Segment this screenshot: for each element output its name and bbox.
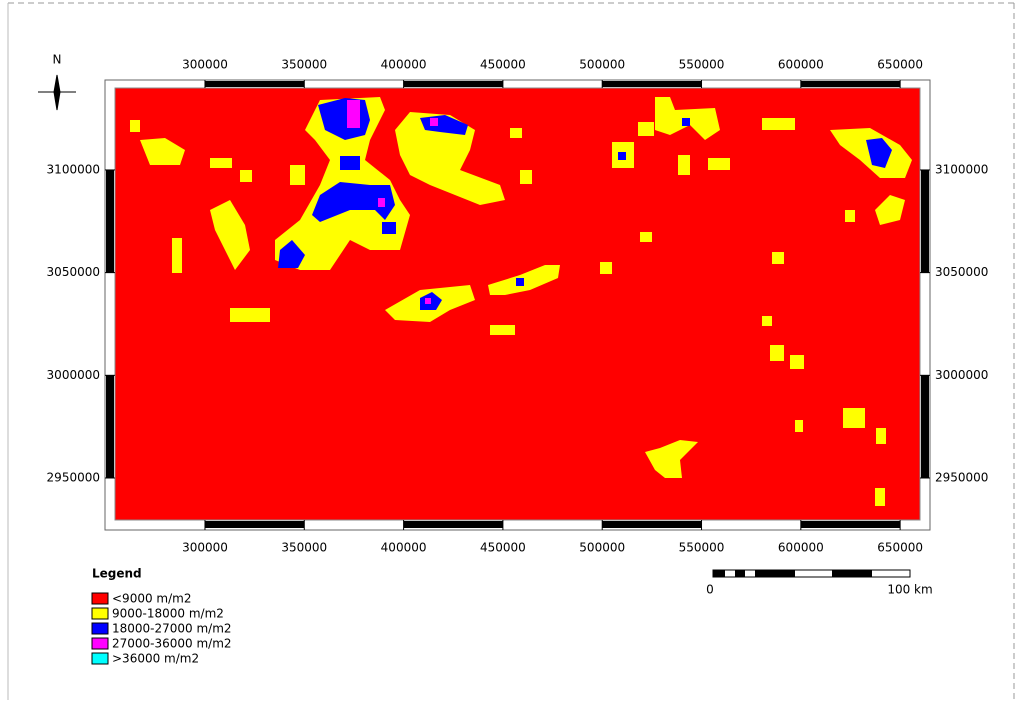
- graticule-segment: [800, 521, 901, 528]
- x-tick-label: 450000: [480, 58, 526, 72]
- graticule-segment: [602, 81, 702, 87]
- graticule-segment: [403, 521, 503, 528]
- zones: [130, 97, 912, 506]
- y-tick-label: 3100000: [47, 162, 100, 176]
- legend-label: <9000 m/m2: [112, 592, 191, 606]
- y-tick-label: 2950000: [47, 471, 100, 485]
- x-tick-label: 550000: [679, 541, 725, 555]
- legend-label: 18000-27000 m/m2: [112, 622, 232, 636]
- legend-title: Legend: [92, 567, 142, 581]
- x-tick-label: 400000: [381, 541, 427, 555]
- y-tick-label: 3050000: [935, 265, 988, 279]
- x-tick-label: 500000: [579, 541, 625, 555]
- class-magenta: [347, 100, 438, 304]
- legend-swatch: [91, 607, 109, 620]
- x-tick-label: 500000: [579, 58, 625, 72]
- x-tick-label: 650000: [877, 58, 923, 72]
- graticule-segment: [106, 375, 114, 479]
- y-tick-label: 3000000: [935, 368, 988, 382]
- north-arrow: [38, 74, 76, 111]
- legend-label: >36000 m/m2: [112, 652, 199, 666]
- x-tick-label: 350000: [281, 58, 327, 72]
- graticule-segment: [204, 521, 305, 528]
- legend-swatch: [91, 652, 109, 665]
- north-label: N: [53, 53, 62, 67]
- x-tick-label: 400000: [381, 58, 427, 72]
- graticule-segment: [204, 81, 305, 87]
- x-tick-label: 600000: [778, 58, 824, 72]
- y-tick-label: 2950000: [935, 471, 988, 485]
- graticule-segment: [921, 169, 929, 273]
- legend-swatch: [91, 622, 109, 635]
- x-tick-label: 600000: [778, 541, 824, 555]
- graticule-segment: [106, 169, 114, 273]
- y-tick-label: 3100000: [935, 162, 988, 176]
- legend-swatch: [91, 592, 109, 605]
- x-tick-label: 300000: [182, 58, 228, 72]
- x-tick-label: 350000: [281, 541, 327, 555]
- graticule: [105, 80, 930, 530]
- scale-start: 0: [706, 583, 714, 597]
- x-tick-label: 450000: [480, 541, 526, 555]
- y-tick-label: 3000000: [47, 368, 100, 382]
- legend-label: 27000-36000 m/m2: [112, 637, 232, 651]
- scale-bar: [712, 569, 911, 578]
- map-area: [114, 87, 921, 521]
- y-tick-label: 3050000: [47, 265, 100, 279]
- x-tick-label: 550000: [679, 58, 725, 72]
- x-tick-label: 650000: [877, 541, 923, 555]
- graticule-segment: [921, 375, 929, 479]
- graticule-segment: [602, 521, 702, 528]
- scale-end: 100 km: [887, 583, 932, 597]
- graticule-segment: [403, 81, 503, 87]
- x-tick-label: 300000: [182, 541, 228, 555]
- legend-swatch: [91, 637, 109, 650]
- graticule-segment: [800, 81, 901, 87]
- legend-label: 9000-18000 m/m2: [112, 607, 224, 621]
